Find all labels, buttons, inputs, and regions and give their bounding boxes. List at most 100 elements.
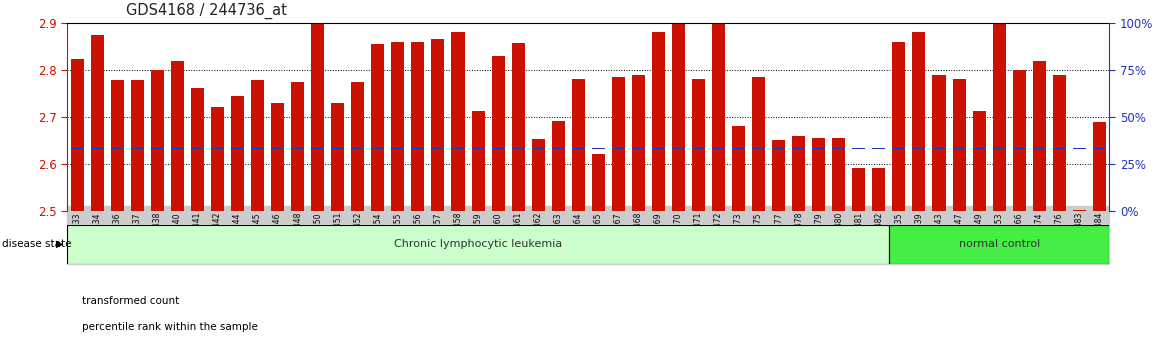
- Bar: [532, 139, 544, 211]
- Text: disease state: disease state: [2, 239, 72, 249]
- Bar: [432, 39, 445, 211]
- Bar: [913, 32, 925, 211]
- Bar: [652, 148, 665, 149]
- Bar: [913, 148, 925, 149]
- Bar: [772, 148, 785, 149]
- Bar: [932, 148, 946, 149]
- Bar: [572, 79, 585, 211]
- Bar: [171, 148, 184, 149]
- Bar: [893, 148, 906, 149]
- Bar: [792, 136, 805, 211]
- Bar: [1093, 122, 1106, 211]
- Bar: [953, 79, 966, 211]
- Bar: [171, 61, 184, 211]
- Bar: [90, 148, 104, 149]
- Bar: [271, 103, 284, 211]
- Bar: [351, 148, 365, 149]
- Bar: [211, 107, 223, 211]
- Bar: [151, 70, 164, 211]
- Bar: [932, 75, 946, 211]
- Bar: [1053, 75, 1065, 211]
- Bar: [592, 154, 604, 211]
- Bar: [411, 148, 425, 149]
- Bar: [973, 111, 985, 211]
- Bar: [893, 42, 906, 211]
- Text: normal control: normal control: [959, 239, 1040, 249]
- Bar: [992, 148, 1005, 149]
- Bar: [411, 42, 425, 211]
- Bar: [391, 42, 404, 211]
- Bar: [251, 80, 264, 211]
- Bar: [1012, 148, 1026, 149]
- Bar: [111, 80, 124, 211]
- Bar: [712, 148, 725, 149]
- Text: transformed count: transformed count: [81, 296, 178, 306]
- Bar: [1072, 210, 1086, 211]
- Bar: [151, 148, 164, 149]
- Bar: [491, 56, 505, 211]
- Bar: [551, 148, 565, 149]
- Bar: [291, 82, 305, 211]
- Bar: [872, 169, 886, 211]
- Bar: [1093, 148, 1106, 149]
- Bar: [512, 148, 525, 149]
- Bar: [812, 148, 826, 149]
- Bar: [672, 148, 686, 149]
- Text: percentile rank within the sample: percentile rank within the sample: [81, 322, 257, 332]
- Bar: [592, 148, 604, 149]
- Bar: [452, 32, 464, 211]
- Bar: [230, 96, 244, 211]
- Bar: [812, 138, 826, 211]
- Bar: [391, 148, 404, 149]
- Bar: [351, 82, 365, 211]
- Bar: [131, 80, 144, 211]
- Bar: [752, 77, 765, 211]
- Bar: [712, 23, 725, 211]
- Bar: [211, 148, 223, 149]
- Bar: [372, 44, 384, 211]
- Bar: [692, 148, 705, 149]
- Text: GDS4168 / 244736_at: GDS4168 / 244736_at: [126, 3, 286, 19]
- Text: Chronic lymphocytic leukemia: Chronic lymphocytic leukemia: [394, 239, 562, 249]
- Bar: [852, 148, 865, 149]
- Bar: [752, 148, 765, 149]
- Bar: [271, 148, 284, 149]
- Bar: [331, 103, 344, 211]
- Bar: [111, 148, 124, 149]
- Bar: [1053, 148, 1065, 149]
- Bar: [772, 140, 785, 211]
- Bar: [732, 148, 745, 149]
- Bar: [191, 148, 204, 149]
- Bar: [611, 148, 625, 149]
- Bar: [732, 126, 745, 211]
- Bar: [512, 43, 525, 211]
- Bar: [1072, 148, 1086, 149]
- Bar: [672, 23, 686, 211]
- Bar: [833, 148, 845, 149]
- Bar: [251, 148, 264, 149]
- Bar: [872, 148, 886, 149]
- Bar: [432, 148, 445, 149]
- Bar: [312, 23, 324, 211]
- Bar: [833, 138, 845, 211]
- Bar: [1033, 61, 1046, 211]
- Bar: [452, 148, 464, 149]
- Bar: [291, 148, 305, 149]
- Bar: [471, 111, 484, 211]
- Bar: [191, 88, 204, 211]
- Bar: [312, 148, 324, 149]
- Bar: [551, 121, 565, 211]
- Bar: [889, 225, 1109, 264]
- Bar: [71, 59, 83, 211]
- Bar: [67, 225, 889, 264]
- Bar: [611, 77, 625, 211]
- Bar: [230, 148, 244, 149]
- Bar: [1033, 148, 1046, 149]
- Bar: [471, 148, 484, 149]
- Bar: [973, 148, 985, 149]
- Bar: [572, 148, 585, 149]
- Bar: [632, 75, 645, 211]
- Bar: [532, 148, 544, 149]
- Bar: [491, 148, 505, 149]
- Bar: [131, 148, 144, 149]
